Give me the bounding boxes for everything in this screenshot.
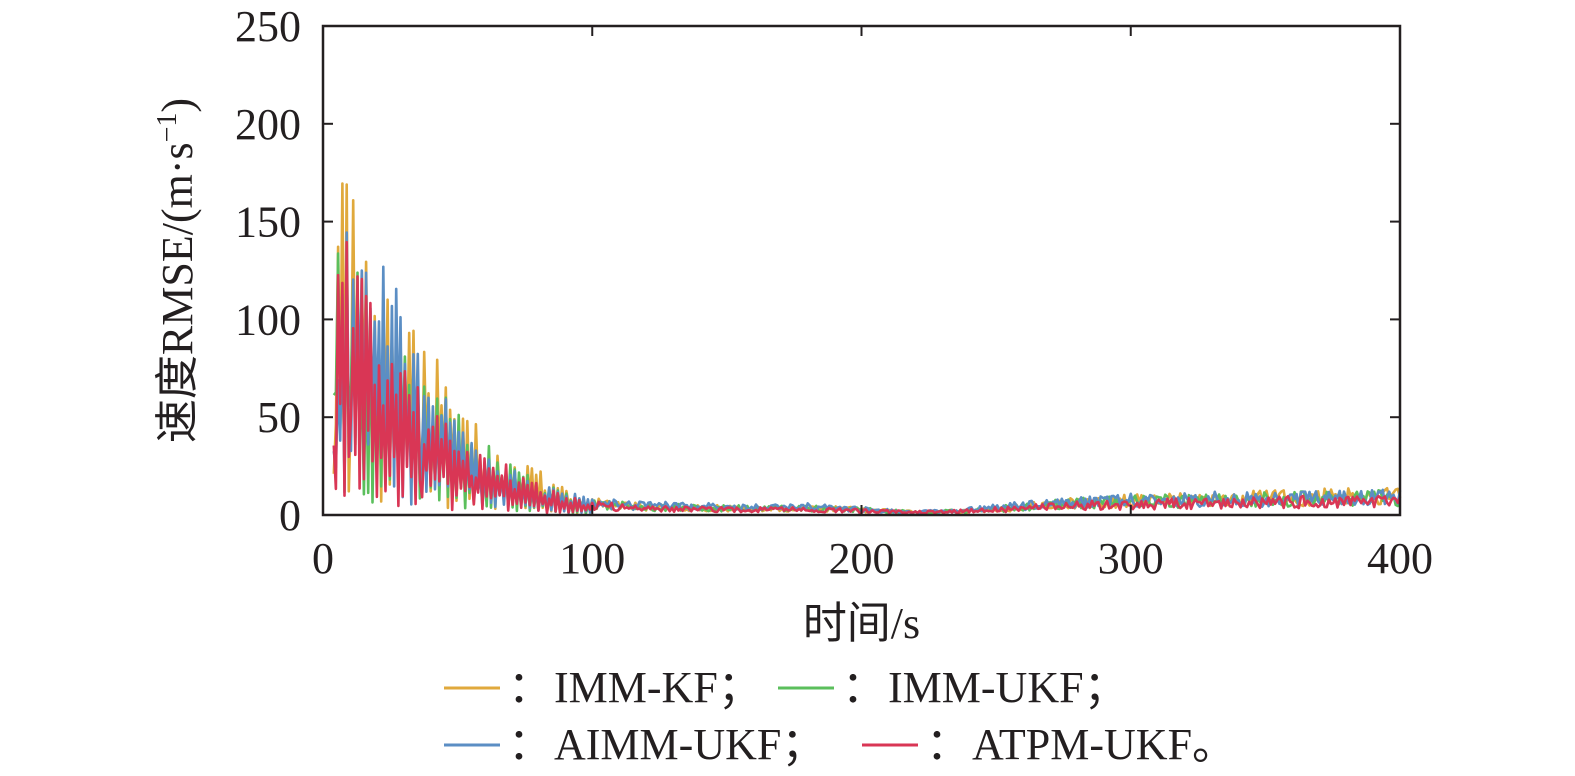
x-tick-label: 400 (1367, 534, 1433, 583)
legend-label: IMM-KF； (554, 663, 762, 712)
y-tick-label: 200 (235, 100, 301, 149)
legend-separator: ： (508, 720, 552, 769)
x-axis-title: 时间/s (803, 599, 920, 648)
x-tick-label: 200 (829, 534, 895, 583)
y-tick-label: 150 (235, 198, 301, 247)
y-tick-label: 100 (235, 295, 301, 344)
legend-entry: ： ATPM-UKF。 (862, 720, 1236, 769)
legend-separator: ： (508, 663, 552, 712)
legend-label: AIMM-UKF； (554, 720, 825, 769)
series-layer (332, 182, 1402, 515)
y-tick-label: 0 (279, 491, 301, 540)
y-axis-title-close: ) (153, 98, 202, 113)
legend-separator: ： (926, 720, 970, 769)
y-tick-label: 50 (257, 393, 301, 442)
y-axis-title: 速度RMSE/(m·s−1) (152, 98, 202, 443)
x-tick-label: 0 (312, 534, 334, 583)
x-tick-label: 300 (1098, 534, 1164, 583)
y-axis-title-superscript: −1 (152, 113, 183, 143)
legend-entry: ： IMM-KF； (444, 663, 762, 712)
legend-label: ATPM-UKF。 (972, 720, 1236, 769)
legend: ： IMM-KF；： IMM-UKF；： AIMM-UKF；： ATPM-UKF。 (444, 663, 1236, 769)
x-tick-label: 100 (559, 534, 625, 583)
legend-entry: ： IMM-UKF； (778, 663, 1128, 712)
ticks-layer: 0 100 200 300 400 0 50 100 150 200 250 (235, 2, 1433, 583)
series-line-atpm-ukf (332, 240, 1402, 515)
legend-label: IMM-UKF； (888, 663, 1128, 712)
y-axis-title-main: 速度RMSE/(m·s (153, 142, 202, 443)
legend-separator: ： (842, 663, 886, 712)
legend-entry: ： AIMM-UKF； (444, 720, 825, 769)
y-tick-label: 250 (235, 2, 301, 51)
